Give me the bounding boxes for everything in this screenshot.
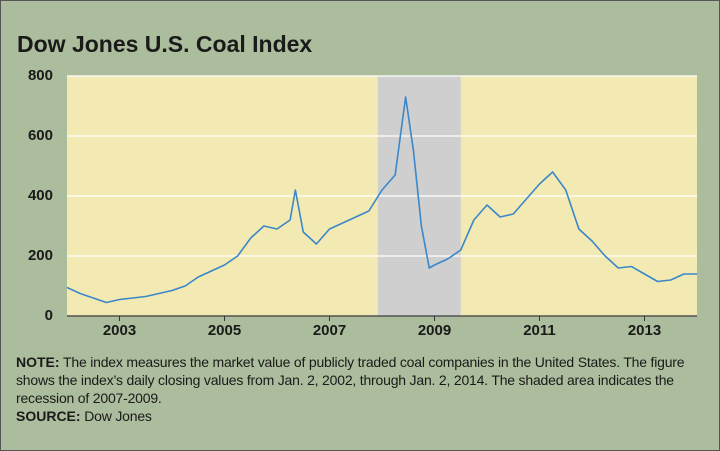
notes: NOTE: The index measures the market valu… [16,353,706,425]
x-tick-label: 2003 [103,322,136,339]
x-tick-label: 2013 [628,322,661,339]
note-text: The index measures the market value of p… [16,354,685,406]
source-label: SOURCE: [16,408,81,424]
note: NOTE: The index measures the market valu… [16,353,706,407]
y-tick-label: 0 [45,307,53,324]
note-label: NOTE: [16,354,60,370]
source-text: Dow Jones [84,408,152,424]
y-tick-label: 200 [28,247,53,264]
x-tick-label: 2009 [418,322,451,339]
x-tick-label: 2007 [313,322,346,339]
chart-title: Dow Jones U.S. Coal Index [17,31,312,57]
x-tick-label: 2011 [523,322,556,339]
y-tick-label: 400 [28,187,53,204]
x-tick-label: 2005 [208,322,241,339]
y-tick-label: 800 [28,67,53,84]
source: SOURCE: Dow Jones [16,407,706,425]
index-line [66,96,697,304]
y-tick-label: 600 [28,127,53,144]
